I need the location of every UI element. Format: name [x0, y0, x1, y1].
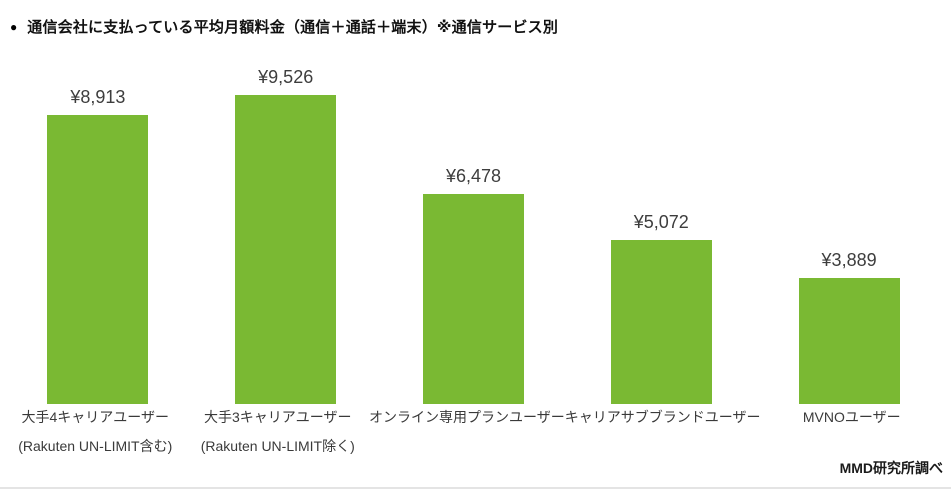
bar-value-label: ¥8,913: [70, 86, 126, 107]
category-label-group: MVNOユーザー: [761, 406, 944, 457]
category-label: 大手4キャリアユーザー: [21, 409, 170, 425]
category-label: キャリアサブブランドユーザー: [564, 409, 761, 425]
source-credit: MMD研究所調べ: [839, 460, 943, 476]
bar: [798, 277, 900, 404]
category-label-group: オンライン専用プランユーザー: [369, 406, 565, 457]
chart-header: ● 通信会社に支払っている平均月額料金（通信＋通話＋端末）※通信サービス別: [10, 16, 941, 37]
bar-column: ¥8,913: [4, 55, 192, 404]
bar-column: ¥6,478: [380, 55, 568, 404]
category-label-group: 大手3キャリアユーザー (Rakuten UN-LIMIT除く): [187, 406, 370, 457]
plot-area: ¥8,913 ¥9,526 ¥6,478 ¥5,072 ¥3,889: [4, 55, 943, 404]
bar: [610, 239, 712, 404]
bar-column: ¥3,889: [755, 55, 943, 404]
category-label: 大手3キャリアユーザー: [204, 409, 352, 425]
bar-value-label: ¥5,072: [633, 211, 689, 232]
category-label-group: キャリアサブブランドユーザー: [565, 406, 761, 457]
bar-column: ¥5,072: [567, 55, 755, 404]
category-label: MVNOユーザー: [802, 409, 901, 425]
chart-title: 通信会社に支払っている平均月額料金（通信＋通話＋端末）※通信サービス別: [27, 19, 559, 36]
category-sublabel: (Rakuten UN-LIMIT含む): [18, 438, 173, 454]
bar: [235, 95, 337, 404]
bottom-divider: [0, 487, 951, 489]
bar-value-label: ¥6,478: [445, 165, 502, 186]
bar: [47, 114, 149, 404]
category-label: オンライン専用プランユーザー: [369, 409, 565, 425]
bar: [422, 193, 524, 404]
bullet-icon: ●: [10, 19, 18, 34]
bar-value-label: ¥3,889: [821, 249, 877, 270]
bar-column: ¥9,526: [192, 55, 380, 404]
category-axis: 大手4キャリアユーザー (Rakuten UN-LIMIT含む) 大手3キャリア…: [4, 406, 943, 457]
category-label-group: 大手4キャリアユーザー (Rakuten UN-LIMIT含む): [4, 406, 187, 457]
bar-value-label: ¥9,526: [258, 67, 314, 87]
category-sublabel: (Rakuten UN-LIMIT除く): [200, 438, 355, 454]
